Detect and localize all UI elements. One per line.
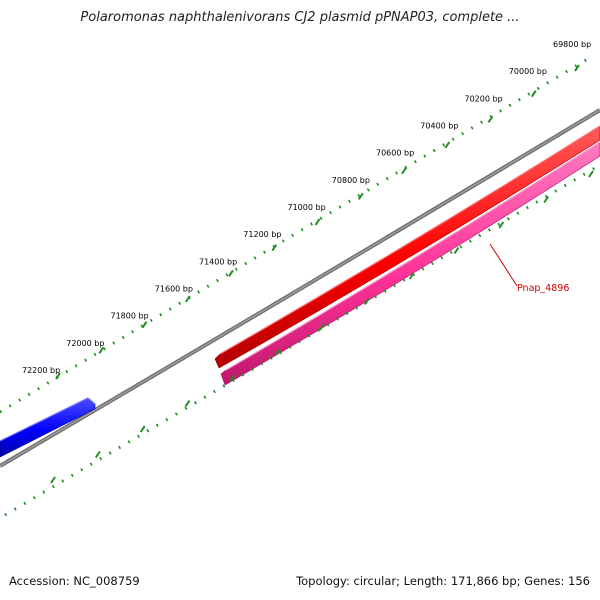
outer-ring-major-ticks — [55, 64, 580, 380]
inner-major-tick — [184, 399, 191, 408]
inner-major-tick — [139, 425, 146, 433]
gene-blue-top-edge — [0, 397, 96, 442]
scale-label: 70400 bp — [420, 122, 458, 131]
inner-major-tick — [498, 221, 505, 229]
gene-label-callout: Pnap_4896 — [489, 243, 569, 294]
gene-pink-top-edge — [225, 141, 600, 371]
outer-major-tick — [574, 64, 580, 72]
outer-major-tick — [228, 269, 234, 277]
inner-tick-ring — [4, 163, 600, 517]
outer-major-tick — [98, 346, 105, 354]
outer-major-tick — [487, 115, 494, 123]
gene-blue[interactable] — [0, 397, 96, 458]
scale-label: 71000 bp — [288, 203, 326, 212]
gene-pnap-4896[interactable] — [214, 125, 600, 369]
inner-major-tick — [408, 272, 415, 280]
outer-major-tick — [357, 192, 364, 200]
plasmid-summary-text: Topology: circular; Length: 171,866 bp; … — [296, 574, 590, 588]
accession-text: Accession: NC_008759 — [9, 574, 140, 588]
inner-major-tick — [274, 348, 281, 357]
inner-major-tick — [229, 374, 236, 382]
scale-label: 69800 bp — [553, 40, 591, 49]
scale-label: 72000 bp — [66, 339, 104, 348]
outer-tick-ring — [0, 58, 587, 414]
outer-major-tick — [401, 167, 407, 175]
gene-label-leader-line — [489, 243, 518, 287]
gene-blue-body — [0, 397, 96, 458]
scale-label: 70200 bp — [465, 94, 503, 103]
scale-label: 71400 bp — [199, 257, 237, 266]
inner-ring-minor-ticks — [4, 163, 600, 517]
outer-major-tick — [271, 244, 278, 252]
scale-label: 70000 bp — [509, 67, 547, 76]
outer-major-tick — [184, 295, 191, 303]
outer-ring-minor-ticks — [0, 58, 587, 414]
scale-label: 71200 bp — [243, 230, 281, 239]
inner-major-tick — [453, 246, 460, 255]
outer-major-tick — [141, 321, 148, 329]
inner-major-tick — [588, 170, 594, 178]
inner-major-tick — [319, 323, 325, 331]
inner-major-tick — [94, 450, 101, 459]
outer-major-tick — [530, 90, 537, 98]
outer-major-tick — [55, 372, 61, 380]
scale-label: 70800 bp — [332, 176, 370, 185]
scale-label: 70600 bp — [376, 149, 414, 158]
outer-major-tick — [314, 218, 321, 226]
plasmid-backbone-highlight — [0, 109, 600, 467]
gene-label-pnap-4896[interactable]: Pnap_4896 — [517, 283, 569, 294]
scale-label: 72200 bp — [22, 366, 60, 375]
inner-major-tick — [50, 476, 56, 484]
gene-pnap-4896-top-edge — [219, 125, 600, 355]
gene-pink[interactable] — [220, 141, 600, 386]
inner-ring-major-ticks — [50, 170, 594, 484]
inner-major-tick — [363, 297, 370, 306]
map-title: Polaromonas naphthalenivorans CJ2 plasmi… — [80, 10, 520, 25]
scale-label: 71800 bp — [111, 312, 149, 321]
scale-labels: 69800 bp 70000 bp 70200 bp 70400 bp 70600 bp… — [22, 40, 591, 375]
inner-major-tick — [543, 195, 550, 204]
scale-label: 71600 bp — [155, 285, 193, 294]
outer-major-tick — [444, 141, 451, 149]
